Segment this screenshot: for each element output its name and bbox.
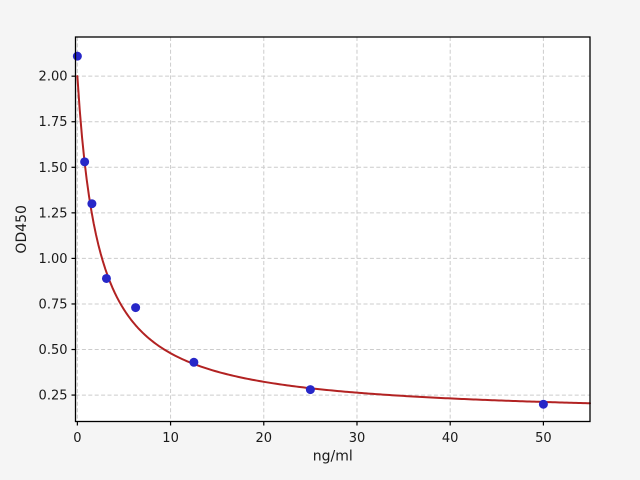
axes-border [74,36,591,423]
y-tick-label: 0.50 [39,343,68,358]
y-tick-label: 1.25 [39,206,68,221]
y-tick-label: 1.50 [39,161,68,176]
y-tick-label: 0.75 [39,297,68,312]
y-tick-label: 1.00 [39,252,68,267]
data-point [87,199,97,209]
data-point [538,399,548,409]
plot-area [75,37,590,422]
y-tick-label: 1.75 [39,115,68,130]
x-tick-label: 10 [162,431,179,446]
data-point [72,51,82,61]
fit-curve [76,75,591,405]
data-point [189,357,199,367]
x-axis-label: ng/ml [313,449,353,465]
data-point [101,273,111,283]
y-tick-label: 0.25 [39,389,68,404]
x-tick-label: 20 [256,431,273,446]
y-tick-label: 2.00 [39,70,68,85]
data-point [131,303,141,313]
y-axis-label: OD450 [14,205,30,254]
x-tick-label: 50 [535,431,552,446]
data-point [305,385,315,395]
x-tick-label: 30 [349,431,366,446]
x-tick-label: 40 [442,431,459,446]
x-tick-label: 0 [73,431,81,446]
data-point [80,157,90,167]
